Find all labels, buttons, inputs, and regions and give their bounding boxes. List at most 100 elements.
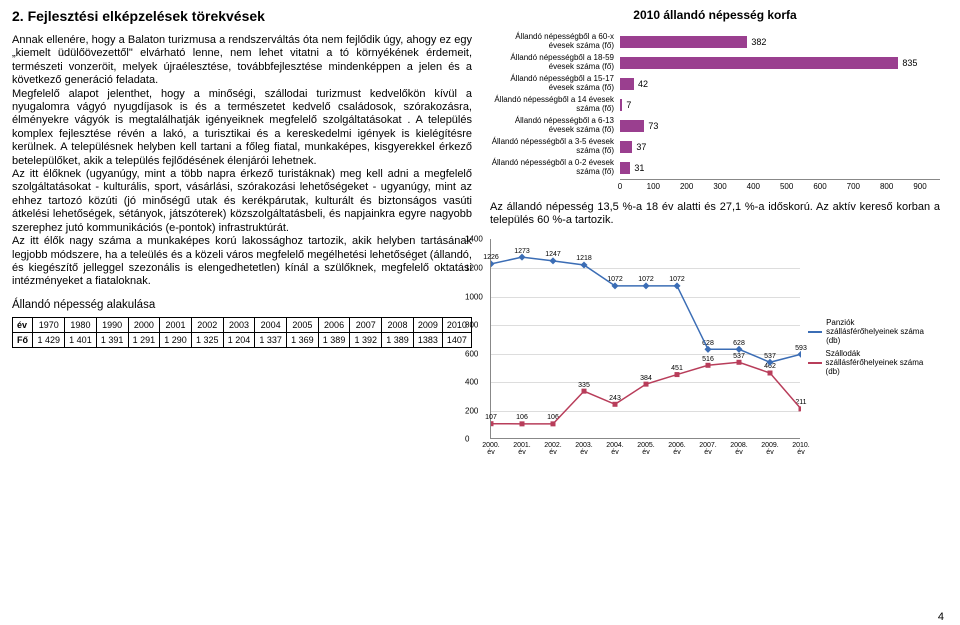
bar-area: 73 — [620, 119, 940, 133]
table-cell: 1 369 — [287, 332, 319, 347]
chart1-title: 2010 állandó népesség korfa — [490, 8, 940, 22]
bar — [620, 36, 747, 48]
table-header-cell: Fő — [13, 332, 33, 347]
table-cell: 1383 — [413, 332, 442, 347]
axis-tick-label: 700 — [847, 182, 860, 191]
x-axis-label: 2005.év — [637, 442, 655, 456]
table-cell: 2008 — [382, 317, 414, 332]
legend: Panziók szállásférőhelyeinek száma (db) S… — [808, 318, 928, 380]
bar-label: Állandó népességből a 6-13 évesek száma … — [490, 117, 620, 134]
table-header-cell: év — [13, 317, 33, 332]
page-number: 4 — [938, 611, 944, 623]
y-axis-label: 200 — [465, 406, 478, 415]
paragraph: Megfelelő alapot jelenthet, hogy a minős… — [12, 88, 472, 168]
bar — [620, 162, 630, 174]
chart1-caption: Az állandó népesség 13,5 %-a 18 év alatt… — [490, 201, 940, 227]
y-axis-label: 600 — [465, 349, 478, 358]
bar-label: Állandó népességből a 18-59 évesek száma… — [490, 54, 620, 71]
axis-tick-label: 900 — [913, 182, 926, 191]
bar-label: Állandó népességből a 15-17 évesek száma… — [490, 75, 620, 92]
axis-tick-label: 100 — [647, 182, 660, 191]
bar-row: Állandó népességből a 60-x évesek száma … — [490, 32, 940, 51]
bar-row: Állandó népességből a 3-5 évesek száma (… — [490, 137, 940, 156]
bar-value: 382 — [751, 35, 766, 49]
table-cell: 2007 — [350, 317, 382, 332]
bar-value: 42 — [638, 77, 648, 91]
y-axis-label: 1000 — [465, 292, 483, 301]
table-cell: 1980 — [65, 317, 97, 332]
y-axis-label: 400 — [465, 378, 478, 387]
table-cell: 2009 — [413, 317, 442, 332]
bar-area: 31 — [620, 161, 940, 175]
y-axis-label: 1200 — [465, 263, 483, 272]
bar-label: Állandó népességből a 14 évesek száma (f… — [490, 96, 620, 113]
axis-tick-label: 800 — [880, 182, 893, 191]
table-cell: 1 389 — [382, 332, 414, 347]
x-axis-label: 2007.év — [699, 442, 717, 456]
bar-label: Állandó népességből a 3-5 évesek száma (… — [490, 138, 620, 155]
x-axis-label: 2010.év — [792, 442, 810, 456]
bar-value: 31 — [634, 161, 644, 175]
table-cell: 2003 — [223, 317, 255, 332]
bar-area: 835 — [620, 56, 940, 70]
x-axis-label: 2008.év — [730, 442, 748, 456]
bar-value: 7 — [626, 98, 631, 112]
legend-label: Panziók szállásférőhelyeinek száma (db) — [826, 318, 928, 345]
line-chart-wrap: 02004006008001000120014002000.év2001.év2… — [490, 239, 940, 459]
bar-chart: Állandó népességből a 60-x évesek száma … — [490, 32, 940, 193]
x-axis-label: 2001.év — [513, 442, 531, 456]
legend-swatch — [808, 362, 822, 364]
table-cell: 1 290 — [160, 332, 192, 347]
table-cell: 2004 — [255, 317, 287, 332]
table-cell: 2005 — [287, 317, 319, 332]
legend-label: Szállodák szállásférőhelyeinek száma (db… — [826, 349, 928, 376]
table-cell: 1 204 — [223, 332, 255, 347]
bar-area: 382 — [620, 35, 940, 49]
bar-label: Állandó népességből a 60-x évesek száma … — [490, 33, 620, 50]
table-cell: 1 392 — [350, 332, 382, 347]
axis-tick-label: 200 — [680, 182, 693, 191]
table-cell: 2002 — [191, 317, 223, 332]
axis-tick-label: 0 — [618, 182, 622, 191]
bar-value: 835 — [902, 56, 917, 70]
y-axis-label: 0 — [465, 435, 469, 444]
legend-swatch — [808, 331, 822, 333]
section-title: 2. Fejlesztési elképzelések törekvések — [12, 8, 472, 24]
axis-tick-label: 300 — [713, 182, 726, 191]
table-cell: 1 337 — [255, 332, 287, 347]
paragraph: Az itt élők nagy száma a munkaképes korú… — [12, 235, 472, 289]
x-axis-label: 2003.év — [575, 442, 593, 456]
bar-value: 73 — [648, 119, 658, 133]
bar-row: Állandó népességből a 15-17 évesek száma… — [490, 74, 940, 93]
body-text: Annak ellenére, hogy a Balaton turizmusa… — [12, 34, 472, 289]
x-axis-label: 2000.év — [482, 442, 500, 456]
legend-item: Szállodák szállásférőhelyeinek száma (db… — [808, 349, 928, 376]
legend-item: Panziók szállásférőhelyeinek száma (db) — [808, 318, 928, 345]
paragraph: Annak ellenére, hogy a Balaton turizmusa… — [12, 34, 472, 88]
bar-row: Állandó népességből a 6-13 évesek száma … — [490, 116, 940, 135]
bar-area: 7 — [620, 98, 940, 112]
table-cell: 1 291 — [128, 332, 160, 347]
table-cell: 1 429 — [33, 332, 65, 347]
x-axis-label: 2009.év — [761, 442, 779, 456]
axis-tick-label: 400 — [747, 182, 760, 191]
population-table: év19701980199020002001200220032004200520… — [12, 317, 472, 348]
bar-area: 42 — [620, 77, 940, 91]
table-cell: 1 389 — [318, 332, 350, 347]
line-chart: 02004006008001000120014002000.év2001.év2… — [490, 239, 800, 439]
bar-axis: 0100200300400500600700800900 — [620, 179, 940, 193]
x-axis-label: 2004.év — [606, 442, 624, 456]
bar-row: Állandó népességből a 18-59 évesek száma… — [490, 53, 940, 72]
bar-row: Állandó népességből a 0-2 évesek száma (… — [490, 158, 940, 177]
table-cell: 1970 — [33, 317, 65, 332]
y-axis-label: 800 — [465, 321, 478, 330]
line-chart-svg — [491, 239, 801, 439]
bar-row: Állandó népességből a 14 évesek száma (f… — [490, 95, 940, 114]
bar — [620, 120, 644, 132]
y-axis-label: 1400 — [465, 235, 483, 244]
x-axis-label: 2002.év — [544, 442, 562, 456]
bar — [620, 57, 898, 69]
axis-tick-label: 500 — [780, 182, 793, 191]
table-cell: 2000 — [128, 317, 160, 332]
table-cell: 1 401 — [65, 332, 97, 347]
